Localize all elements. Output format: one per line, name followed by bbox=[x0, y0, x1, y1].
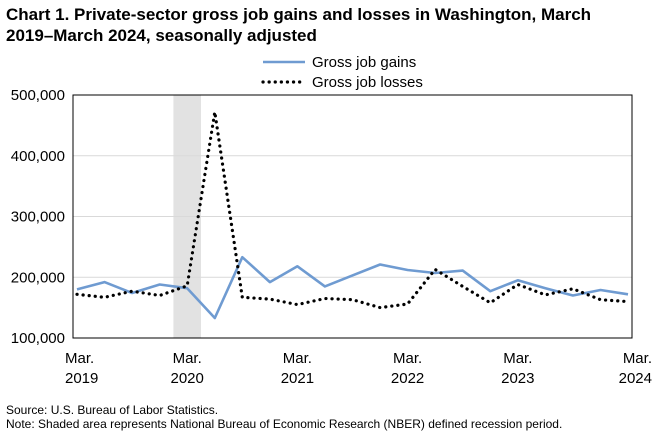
x-tick-label-month: Mar. bbox=[503, 350, 532, 367]
x-tick-label-month: Mar. bbox=[393, 350, 422, 367]
x-tick-label-month: Mar. bbox=[65, 350, 94, 367]
gains-series-line bbox=[76, 255, 629, 320]
x-tick-label-month: Mar. bbox=[623, 350, 652, 367]
x-tick-label-month: Mar. bbox=[283, 350, 312, 367]
x-tick-label-year: 2023 bbox=[501, 370, 534, 387]
chart-title-line-1: Chart 1. Private-sector gross job gains … bbox=[6, 5, 592, 24]
x-tick-label-year: 2020 bbox=[171, 370, 204, 387]
x-tick-label-year: 2024 bbox=[619, 370, 652, 387]
x-tick-label-year: 2019 bbox=[65, 370, 98, 387]
plot-area-border bbox=[72, 94, 633, 339]
legend-losses-label: Gross job losses bbox=[312, 74, 423, 91]
chart-title: Chart 1. Private-sector gross job gains … bbox=[6, 4, 656, 46]
x-tick-label-year: 2022 bbox=[391, 370, 424, 387]
x-tick-label-year: 2021 bbox=[281, 370, 314, 387]
losses-series-line bbox=[75, 111, 630, 310]
y-tick-label: 500,000 bbox=[11, 87, 65, 104]
y-tick-label: 200,000 bbox=[11, 269, 65, 286]
source-note: Source: U.S. Bureau of Labor Statistics. bbox=[6, 403, 219, 417]
legend-gains-label: Gross job gains bbox=[312, 54, 416, 71]
x-tick-label-month: Mar. bbox=[173, 350, 202, 367]
recession-note: Note: Shaded area represents National Bu… bbox=[6, 417, 563, 431]
chart-title-line-2: 2019–March 2024, seasonally adjusted bbox=[6, 26, 317, 45]
y-tick-label: 300,000 bbox=[11, 209, 65, 226]
y-tick-label: 100,000 bbox=[11, 330, 65, 347]
y-tick-label: 400,000 bbox=[11, 148, 65, 165]
